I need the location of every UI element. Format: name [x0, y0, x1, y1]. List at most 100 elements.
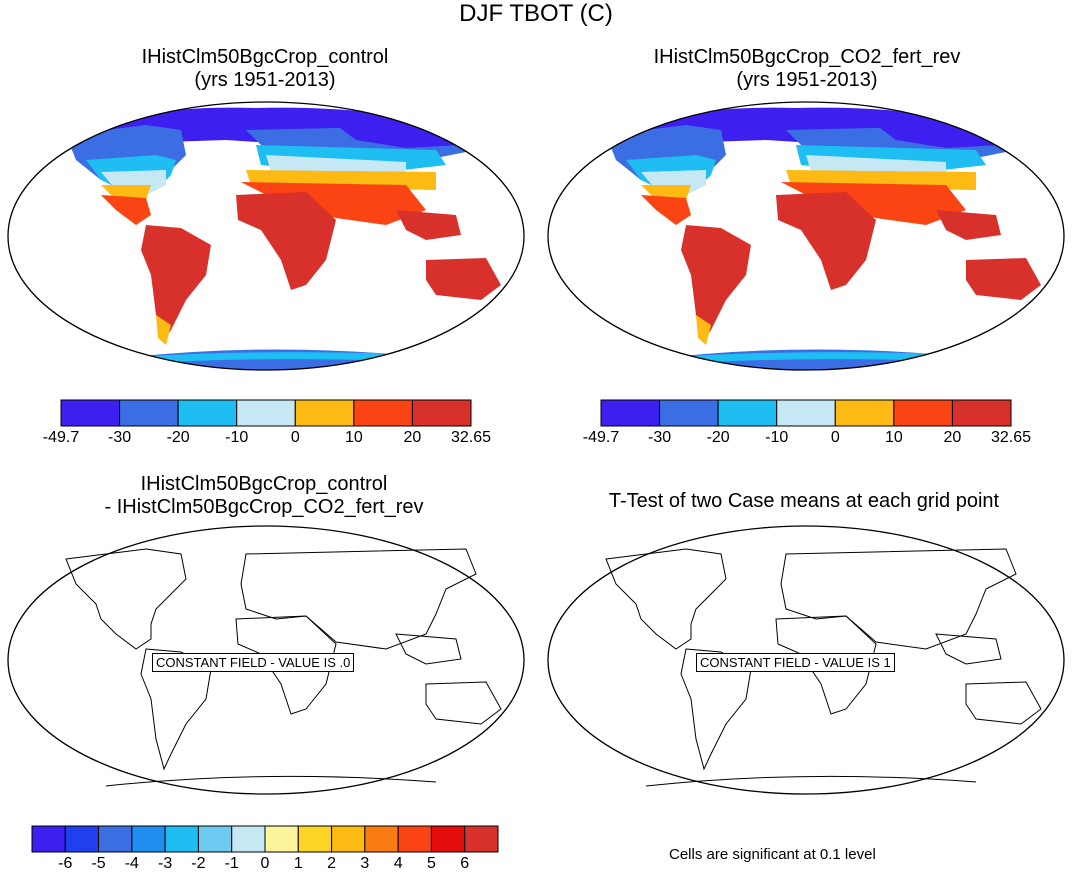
colorbar-2-tick-label: -49.7	[582, 429, 620, 446]
colorbar-1-swatch-3	[177, 399, 238, 427]
colorbar-3-tick-label: 2	[327, 855, 337, 872]
map-boundary-2	[547, 101, 1065, 371]
panel-2-title-line-2: (yrs 1951-2013)	[736, 69, 878, 91]
map-panel-4	[547, 525, 1065, 795]
panel-1-title: IHistClm50BgcCrop_control (yrs 1951-2013…	[115, 46, 415, 92]
colorbar-2-swatch-4	[776, 399, 836, 427]
colorbar-2-tick-label: 0	[830, 429, 840, 446]
colorbar-3-tick-label: 0	[260, 855, 270, 872]
colorbar-2-tick-label: -10	[765, 429, 789, 446]
colorbar-1-swatch-2	[119, 399, 179, 427]
colorbar-3-swatch-2	[64, 825, 100, 853]
map-panel-2	[547, 101, 1065, 371]
colorbar-2-swatch-2	[659, 399, 719, 427]
colorbar-3-swatch-9	[297, 825, 333, 853]
colorbar-3-swatch-8	[264, 825, 299, 853]
colorbar-2-swatch-5	[834, 399, 895, 427]
middle-east-land	[781, 182, 966, 225]
africa-land	[236, 192, 336, 290]
colorbar-3-swatch-13	[430, 825, 466, 853]
colorbar-3-swatch-5	[164, 825, 199, 853]
colorbar-1-swatch-5	[294, 399, 355, 427]
colorbar-3-tick-label: 1	[293, 855, 303, 872]
colorbar-3-swatch-7	[231, 825, 266, 853]
australia-outline	[965, 681, 1042, 725]
colorbar-2-swatch-7	[951, 399, 1012, 427]
colorbar-3-tick-label: -4	[124, 855, 139, 872]
panel-3-title-line-1: IHistClm50BgcCrop_control	[140, 473, 388, 495]
colorbar-1-tick-label: -10	[225, 429, 249, 446]
constant-field-label-3: CONSTANT FIELD - VALUE IS .0	[152, 653, 355, 672]
map-panel-3	[7, 525, 525, 795]
se-asia-land	[396, 210, 461, 240]
mexico-land	[641, 195, 691, 225]
map-boundary-1	[7, 101, 525, 371]
colorbar-3-swatch-3	[98, 825, 133, 853]
colorbar-1-tick-label: -30	[108, 429, 132, 446]
panel-3-title-line-2: - IHistClm50BgcCrop_CO2_fert_rev	[104, 496, 424, 518]
colorbar-2-tick-label: 20	[943, 429, 962, 446]
colorbar-2-tick-label: 10	[884, 429, 903, 446]
south-america-tip	[696, 315, 711, 345]
north-america-outline	[65, 548, 187, 650]
colorbar-3-swatch-14	[464, 825, 499, 853]
panel-1-title-line-1: IHistClm50BgcCrop_control	[141, 46, 389, 68]
colorbar-1-tick-label: 32.65	[450, 429, 492, 446]
australia-land	[426, 258, 501, 300]
panel-2-title-line-1: IHistClm50BgcCrop_CO2_fert_rev	[653, 46, 961, 68]
colorbar-3-swatch-11	[364, 825, 399, 853]
temperature-field-1	[66, 107, 501, 370]
colorbar-2-tick-label: 32.65	[990, 429, 1032, 446]
eurasia-outline	[240, 548, 477, 650]
main-title: DJF TBOT (C)	[459, 0, 613, 27]
panel-1-title-line-2: (yrs 1951-2013)	[194, 69, 336, 91]
colorbar-3-tick-label: 3	[360, 855, 370, 872]
north-america-outline	[605, 548, 727, 650]
coastlines-4	[605, 548, 1042, 787]
antarctica-outline	[105, 775, 437, 787]
colorbar-1-tick-label: 10	[344, 429, 363, 446]
map-boundary-3	[7, 525, 525, 795]
significance-note: Cells are significant at 0.1 level	[669, 846, 876, 863]
colorbar-3-tick-label: -1	[224, 855, 239, 872]
africa-outline	[775, 615, 877, 715]
map-panel-1	[7, 101, 525, 371]
colorbar-3-swatch-4	[131, 825, 166, 853]
australia-outline	[425, 681, 502, 725]
colorbar-1-tick-label: 20	[403, 429, 422, 446]
panel-2-title: IHistClm50BgcCrop_CO2_fert_rev (yrs 1951…	[617, 46, 997, 92]
se-asia-outline	[935, 633, 1002, 665]
antarctica-edge	[656, 352, 966, 365]
panel-4-title: T-Test of two Case means at each grid po…	[554, 490, 1054, 513]
middle-east-land	[241, 182, 426, 225]
colorbar-1-swatch-7	[411, 399, 472, 427]
colorbar-2-tick-label: -30	[648, 429, 672, 446]
antarctica-outline	[645, 775, 977, 787]
africa-outline	[235, 615, 337, 715]
colorbar-3-swatch-12	[397, 825, 432, 853]
colorbar-1-swatch-1	[60, 399, 121, 427]
colorbar-2-swatch-6	[893, 399, 953, 427]
australia-land	[966, 258, 1041, 300]
colorbar-1-swatch-6	[353, 399, 413, 427]
south-america-tip	[156, 315, 171, 345]
colorbar-2-swatch-3	[717, 399, 778, 427]
se-asia-land	[936, 210, 1001, 240]
colorbar-3-tick-label: -6	[58, 855, 73, 872]
colorbar-1-tick-label: -20	[166, 429, 190, 446]
colorbar-3-tick-label: 4	[393, 855, 403, 872]
constant-field-label-4: CONSTANT FIELD - VALUE IS 1	[696, 653, 895, 672]
colorbar-3-tick-label: 5	[426, 855, 436, 872]
temperature-field-2	[606, 107, 1041, 370]
colorbar-1-swatch-4	[236, 399, 296, 427]
africa-land	[776, 192, 876, 290]
south-america-land	[681, 225, 751, 340]
panel-3-title: IHistClm50BgcCrop_control - IHistClm50Bg…	[64, 473, 464, 519]
se-asia-outline	[395, 633, 462, 665]
colorbar-3-swatch-1	[31, 825, 66, 853]
colorbar-3-swatch-10	[331, 825, 366, 853]
colorbar-3-tick-label: 6	[460, 855, 470, 872]
colorbar-3-swatch-6	[197, 825, 233, 853]
map-boundary-4	[547, 525, 1065, 795]
